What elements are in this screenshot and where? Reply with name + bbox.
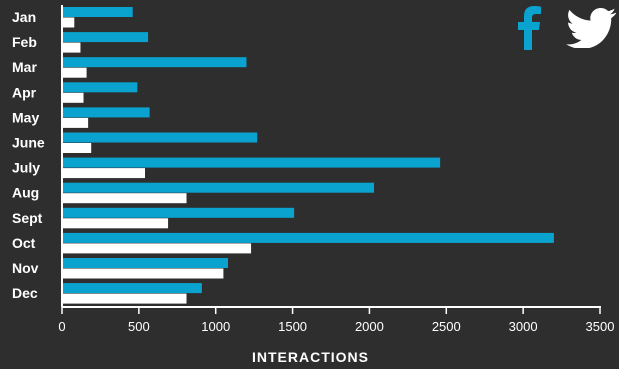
x-tick-label: 0 <box>58 319 65 334</box>
category-label: Jan <box>12 9 36 25</box>
category-label: Oct <box>12 235 36 251</box>
category-label: Feb <box>12 34 37 50</box>
facebook-bar <box>62 157 441 168</box>
facebook-bar <box>62 232 554 243</box>
facebook-icon <box>518 6 541 50</box>
facebook-bar <box>62 132 258 143</box>
category-label: Dec <box>12 285 38 301</box>
facebook-bar <box>62 32 149 43</box>
category-label: Nov <box>12 260 39 276</box>
category-label: Apr <box>12 84 37 100</box>
twitter-bar <box>62 293 187 304</box>
category-label: Sept <box>12 210 43 226</box>
category-label: Mar <box>12 59 37 75</box>
facebook-bar <box>62 182 375 193</box>
category-label: July <box>12 160 40 176</box>
twitter-bar <box>62 218 169 229</box>
facebook-bar <box>62 7 133 17</box>
twitter-bar <box>62 143 92 153</box>
facebook-bar <box>62 258 229 268</box>
twitter-bar <box>62 92 84 103</box>
x-tick-label: 3500 <box>586 319 615 334</box>
x-axis-title: INTERACTIONS <box>252 349 369 365</box>
twitter-bar <box>62 42 81 53</box>
twitter-bar <box>62 67 87 78</box>
x-tick-label: 1000 <box>201 319 230 334</box>
facebook-bar <box>62 57 247 68</box>
twitter-bar <box>62 243 252 254</box>
category-label: Aug <box>12 185 39 201</box>
category-label: June <box>12 135 45 151</box>
legend <box>512 6 617 52</box>
twitter-bar <box>62 268 224 279</box>
x-tick-label: 2000 <box>355 319 384 334</box>
facebook-bar <box>62 82 138 93</box>
x-tick-label: 1500 <box>278 319 307 334</box>
twitter-bar <box>62 17 75 28</box>
facebook-bar <box>62 283 202 294</box>
x-tick-label: 2500 <box>432 319 461 334</box>
facebook-bar <box>62 207 295 218</box>
twitter-bar <box>62 168 146 179</box>
twitter-bar <box>62 117 89 128</box>
category-label: May <box>12 109 39 125</box>
facebook-bar <box>62 107 150 118</box>
x-tick-label: 500 <box>128 319 150 334</box>
x-tick-label: 3000 <box>509 319 538 334</box>
twitter-icon <box>566 8 616 48</box>
twitter-bar <box>62 193 187 204</box>
